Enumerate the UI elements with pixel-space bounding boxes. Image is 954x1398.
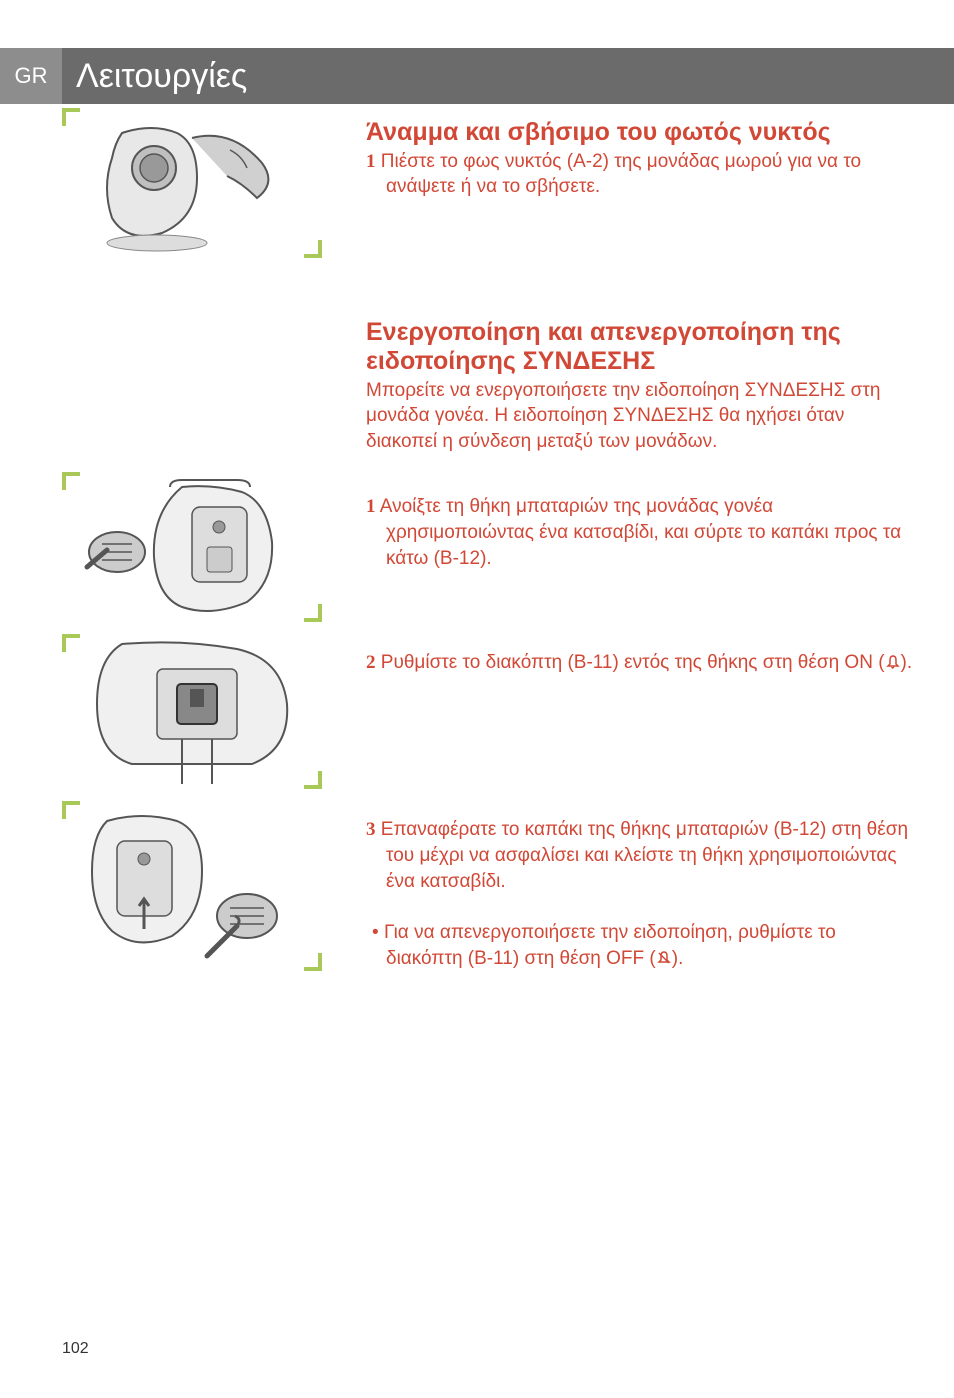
language-badge: GR: [0, 48, 62, 104]
heading-linkalert: Ενεργοποίηση και απενεργοποίηση της ειδο…: [366, 318, 914, 376]
intro-linkalert: Μπορείτε να ενεργοποιήσετε την ειδοποίησ…: [366, 378, 914, 455]
step-1-nightlight: 1 Πιέστε το φως νυκτός (A-2) της μονάδας…: [366, 149, 914, 200]
illustration-battery-open: [62, 472, 322, 622]
page-number: 102: [62, 1340, 89, 1358]
section-linkalert-intro: Ενεργοποίηση και απενεργοποίηση της ειδο…: [0, 304, 954, 454]
step-2-linkalert: 2 Ρυθμίστε το διακόπτη (B-11) εντός της …: [366, 650, 914, 676]
section-linkalert-step1: 1 Ανοίξτε τη θήκη μπαταριών της μονάδας …: [0, 468, 954, 630]
header-row: GR Λειτουργίες: [0, 48, 954, 104]
bell-off-icon: [656, 950, 672, 966]
illustration-battery-close: [62, 801, 322, 971]
step-1-linkalert: 1 Ανοίξτε τη θήκη μπαταριών της μονάδας …: [366, 494, 914, 571]
bullet-off: • Για να απενεργοποιήσετε την ειδοποίηση…: [366, 920, 914, 971]
heading-nightlight: Άναμμα και σβήσιμο του φωτός νυκτός: [366, 118, 914, 147]
section-linkalert-step2: 2 Ρυθμίστε το διακόπτη (B-11) εντός της …: [0, 630, 954, 797]
illustration-nightlight: [62, 108, 322, 258]
step-3-linkalert: 3 Επαναφέρατε το καπάκι της θήκης μπαταρ…: [366, 817, 914, 894]
section-nightlight: Άναμμα και σβήσιμο του φωτός νυκτός 1 Πι…: [0, 104, 954, 266]
section-linkalert-step3: 3 Επαναφέρατε το καπάκι της θήκης μπαταρ…: [0, 797, 954, 979]
illustration-switch-on: [62, 634, 322, 789]
page-title: Λειτουργίες: [62, 48, 954, 104]
bell-on-icon: [885, 654, 901, 670]
